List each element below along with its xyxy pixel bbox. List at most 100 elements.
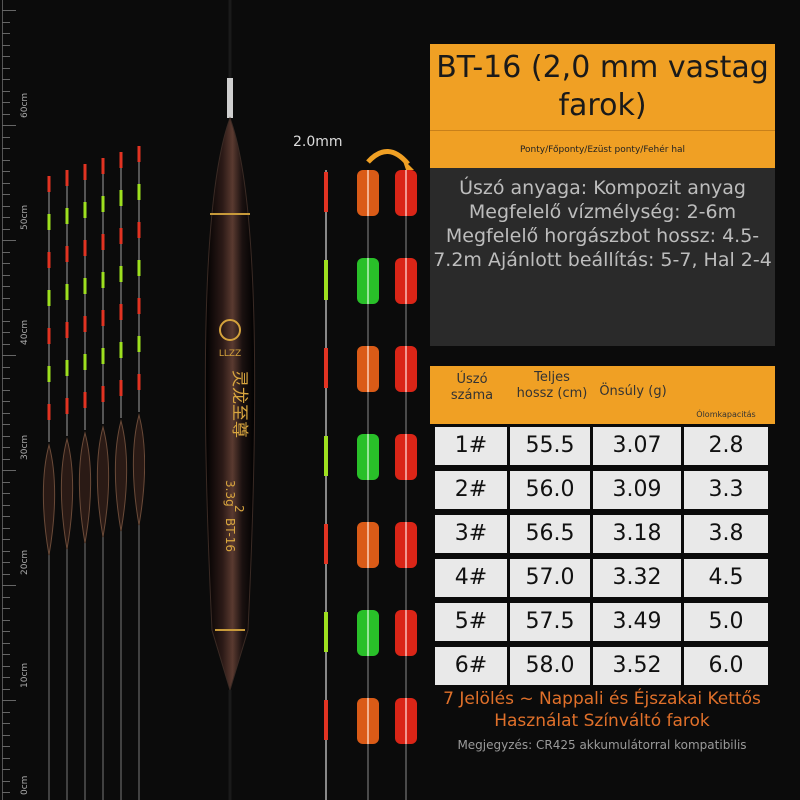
ruler-tick [2, 665, 10, 667]
ruler-tick [2, 332, 10, 333]
table-row: 2# 56.0 3.09 3.3 [430, 468, 775, 512]
ruler-label-0: 0cm [20, 775, 30, 795]
tail-segment [47, 252, 51, 268]
ruler-tick [2, 757, 10, 759]
float-body [60, 437, 74, 550]
brand-logo-icon [219, 319, 241, 341]
ruler-tick [2, 585, 16, 586]
header-float-number: Úszó száma [450, 372, 494, 403]
table-cell: 3.18 [593, 515, 681, 553]
ruler-tick [2, 79, 10, 80]
tail-segment [65, 398, 69, 414]
table-cell: 4# [435, 559, 507, 597]
ruler-tick [2, 539, 10, 540]
ruler-tick [2, 148, 10, 149]
ruler: 60cm 50cm 40cm 30cm 20cm 10cm 0cm [0, 0, 40, 800]
tail-segment [83, 354, 87, 370]
ruler-tick [2, 481, 10, 483]
tail-segment [101, 234, 105, 250]
tail-segment [47, 328, 51, 344]
ruler-tick [2, 102, 10, 103]
ruler-label-60: 60cm [20, 92, 30, 118]
float-weight-mark: 3.3g [223, 480, 237, 507]
ruler-tick [2, 274, 10, 276]
tail-segment [137, 184, 141, 200]
tail-segment [119, 304, 123, 320]
header-total-length: Teljes hossz (cm) [516, 370, 588, 401]
ruler-tick [2, 389, 10, 391]
ruler-tick [2, 470, 16, 471]
tail-segment [83, 164, 87, 180]
ruler-tick [2, 205, 10, 207]
ruler-tick [2, 309, 10, 310]
ruler-tick [2, 734, 10, 736]
ruler-tick [2, 746, 10, 747]
tail-segment [65, 322, 69, 338]
ruler-tick [2, 366, 10, 368]
ruler-tick [2, 780, 10, 782]
ruler-label-20: 20cm [20, 549, 30, 575]
small-float [42, 176, 56, 800]
header-lead-capacity: Ólomkapacitás [696, 410, 756, 419]
tail-segment [65, 360, 69, 376]
table-cell: 3.3 [684, 471, 768, 509]
header-self-weight: Önsúly (g) [599, 384, 667, 399]
ruler-tick [2, 217, 10, 218]
float-lineup [42, 146, 145, 800]
ruler-tick [2, 700, 16, 701]
table-cell: 2.8 [684, 427, 768, 465]
small-float [78, 164, 92, 800]
ruler-label-10: 10cm [20, 662, 30, 688]
table-cell: 3.09 [593, 471, 681, 509]
table-cell: 56.0 [510, 471, 590, 509]
ruler-tick [2, 447, 10, 448]
ruler-tick [2, 401, 10, 402]
table-header: Úszó száma Teljes hossz (cm) Önsúly (g) … [430, 366, 775, 424]
ruler-tick [2, 412, 10, 414]
small-float [114, 152, 128, 800]
ruler-tick [2, 182, 10, 184]
tail-segment [101, 272, 105, 288]
tail-segment [119, 266, 123, 282]
ruler-tick [2, 228, 10, 230]
ruler-tick [2, 723, 10, 724]
table-cell: 3.07 [593, 427, 681, 465]
tail-segment [119, 190, 123, 206]
table-cell: 4.5 [684, 559, 768, 597]
ruler-tick [2, 769, 10, 770]
tail-segment [47, 366, 51, 382]
table-cell: 3.32 [593, 559, 681, 597]
tail-segment [324, 260, 328, 300]
float-body [78, 431, 92, 544]
table-cell: 6# [435, 647, 507, 685]
ruler-tick [2, 631, 10, 632]
float-body [96, 425, 110, 538]
ruler-tick [2, 159, 10, 161]
ruler-tick [2, 355, 16, 356]
tail-segment [137, 336, 141, 352]
tail-diameter-label: 2.0mm [293, 134, 343, 150]
tail-segment [324, 700, 328, 740]
ruler-tick [2, 424, 10, 425]
tail-segment [101, 310, 105, 326]
tail-segment [83, 240, 87, 256]
ruler-tick [2, 573, 10, 575]
ruler-label-50: 50cm [20, 204, 30, 230]
small-float [96, 158, 110, 800]
table-cell: 5.0 [684, 603, 768, 641]
tail-segment [324, 612, 328, 652]
compatibility-note: Megjegyzés: CR425 akkumulátorral kompati… [457, 738, 747, 752]
tail-segment [324, 348, 328, 388]
ruler-tick [2, 619, 10, 621]
ruler-tick [2, 171, 10, 172]
float-body [114, 419, 128, 532]
ruler-tick [2, 286, 10, 287]
ruler-tick [2, 240, 16, 241]
tail-segment [137, 222, 141, 238]
info-panel: BT-16 (2,0 mm vastag farok) Ponty/Főpont… [430, 44, 775, 685]
table-cell: 3.52 [593, 647, 681, 685]
ruler-tick [2, 677, 10, 678]
arrow-icon [366, 149, 410, 166]
tail-segment [137, 298, 141, 314]
ruler-tick [2, 67, 10, 69]
